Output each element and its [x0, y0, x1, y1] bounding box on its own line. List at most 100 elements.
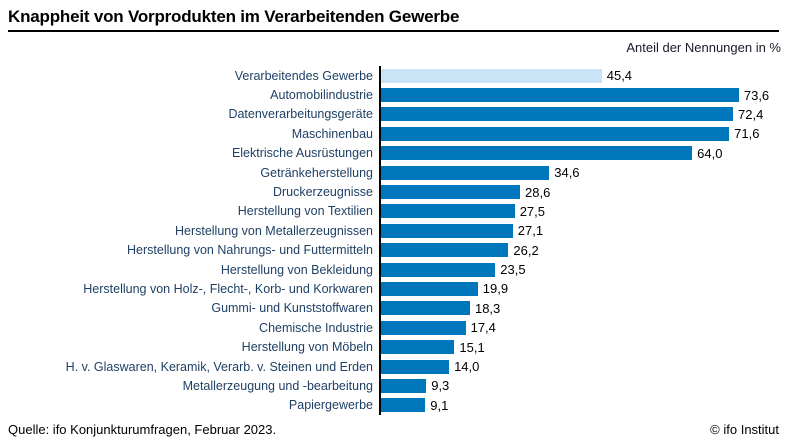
bar [381, 107, 734, 122]
bar [381, 378, 427, 393]
bar [381, 165, 550, 180]
value-label: 34,6 [554, 165, 580, 181]
bar [381, 398, 426, 413]
category-label: Chemische Industrie [259, 320, 373, 335]
bar-track: 26,2 [379, 240, 787, 260]
bar [381, 281, 478, 296]
value-label: 14,0 [454, 359, 480, 375]
value-label: 18,3 [474, 300, 501, 316]
axis-unit-label: Anteil der Nennungen in % [626, 40, 781, 55]
bar [381, 243, 509, 258]
bar-track: 72,4 [379, 104, 787, 125]
bar-track: 23,5 [379, 259, 787, 280]
chart-footer: Quelle: ifo Konjunkturumfragen, Februar … [0, 422, 787, 443]
value-label: 9,1 [430, 397, 449, 413]
bar-chart: Verarbeitendes Gewerbe 45,4 Automobilindus… [0, 66, 787, 416]
bar-track: 27,1 [379, 221, 787, 241]
chart-header: Knappheit von Vorprodukten im Verarbeite… [0, 0, 787, 32]
value-label: 19,9 [482, 281, 509, 297]
chart-row: Chemische Industrie 17,4 [0, 318, 787, 338]
category-label: Herstellung von Bekleidung [220, 262, 373, 277]
value-label: 27,1 [517, 223, 544, 239]
chart-row: Herstellung von Textilien 27,5 [0, 201, 787, 222]
bar-track: 73,6 [379, 85, 787, 105]
chart-row: Verarbeitendes Gewerbe 45,4 [0, 66, 787, 86]
bar-track: 64,0 [379, 143, 787, 163]
value-label: 72,4 [738, 106, 764, 122]
bar [381, 88, 739, 103]
bar [381, 204, 515, 219]
category-label: Getränkeherstellung [260, 165, 373, 180]
chart-row: Druckerzeugnisse 28,6 [0, 182, 787, 202]
category-label: Gummi- und Kunststoffwaren [211, 301, 373, 316]
bar [381, 68, 602, 83]
category-label: Maschinenbau [291, 126, 373, 141]
category-label: Herstellung von Möbeln [241, 340, 373, 355]
category-label: Herstellung von Textilien [237, 204, 373, 219]
bar-track: 14,0 [379, 356, 787, 377]
bar-track: 19,9 [379, 279, 787, 299]
chart-row: Automobilindustrie 73,6 [0, 85, 787, 105]
bar-track: 9,3 [379, 376, 787, 396]
category-label: Metallerzeugung und -bearbeitung [182, 378, 373, 393]
value-label: 15,1 [459, 339, 485, 355]
category-label: Elektrische Ausrüstungen [231, 146, 373, 161]
bar [381, 301, 470, 316]
bar [381, 223, 513, 238]
chart-row: Datenverarbeitungsgeräte 72,4 [0, 104, 787, 125]
category-label: Verarbeitendes Gewerbe [234, 68, 373, 83]
category-label: Papiergewerbe [288, 398, 373, 413]
bar-track: 71,6 [379, 124, 787, 144]
chart-row: Maschinenbau 71,6 [0, 124, 787, 144]
value-label: 73,6 [743, 87, 770, 103]
chart-row: Herstellung von Bekleidung 23,5 [0, 259, 787, 280]
bar-track: 15,1 [379, 337, 787, 357]
value-label: 71,6 [734, 126, 760, 142]
bar [381, 320, 466, 335]
value-label: 17,4 [470, 320, 496, 336]
category-label: Herstellung von Holz-, Flecht-, Korb- un… [83, 281, 373, 296]
value-label: 64,0 [697, 145, 723, 161]
value-label: 28,6 [525, 184, 551, 200]
title-rule [8, 30, 779, 32]
bar-track: 18,3 [379, 298, 787, 319]
category-label: H. v. Glaswaren, Keramik, Verarb. v. Ste… [65, 359, 373, 374]
bar [381, 146, 693, 161]
bar [381, 359, 450, 374]
bar [381, 126, 730, 141]
chart-row: H. v. Glaswaren, Keramik, Verarb. v. Ste… [0, 356, 787, 377]
chart-row: Elektrische Ausrüstungen 64,0 [0, 143, 787, 163]
category-label: Automobilindustrie [270, 88, 373, 103]
value-label: 23,5 [500, 262, 526, 278]
bar-track: 45,4 [379, 66, 787, 86]
unit-row: Anteil der Nennungen in % [0, 32, 787, 57]
chart-row: Metallerzeugung und -bearbeitung 9,3 [0, 376, 787, 396]
chart-row: Herstellung von Möbeln 15,1 [0, 337, 787, 357]
chart-row: Herstellung von Holz-, Flecht-, Korb- un… [0, 279, 787, 299]
chart-row: Gummi- und Kunststoffwaren 18,3 [0, 298, 787, 319]
bar [381, 185, 521, 200]
bar-track: 17,4 [379, 318, 787, 338]
value-label: 27,5 [519, 203, 546, 219]
category-label: Herstellung von Nahrungs- und Futtermitt… [127, 243, 373, 258]
chart-row: Herstellung von Metallerzeugnissen 27,1 [0, 221, 787, 241]
copyright-note: © ifo Institut [710, 422, 779, 437]
value-label: 45,4 [606, 68, 633, 84]
bar-track: 9,1 [379, 395, 787, 416]
chart-row: Herstellung von Nahrungs- und Futtermitt… [0, 240, 787, 260]
value-label: 9,3 [431, 378, 450, 394]
category-label: Datenverarbeitungsgeräte [228, 107, 373, 122]
bar [381, 340, 455, 355]
chart-row: Getränkeherstellung 34,6 [0, 162, 787, 183]
bar-track: 27,5 [379, 201, 787, 222]
source-note: Quelle: ifo Konjunkturumfragen, Februar … [8, 422, 277, 437]
bar [381, 262, 496, 277]
chart-title: Knappheit von Vorprodukten im Verarbeite… [8, 7, 460, 26]
bar-track: 34,6 [379, 162, 787, 183]
bar-track: 28,6 [379, 182, 787, 202]
category-label: Druckerzeugnisse [272, 185, 373, 200]
category-label: Herstellung von Metallerzeugnissen [174, 223, 373, 238]
value-label: 26,2 [513, 242, 539, 258]
chart-row: Papiergewerbe 9,1 [0, 395, 787, 416]
